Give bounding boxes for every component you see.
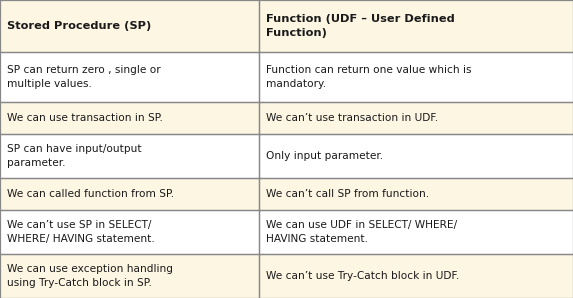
Bar [259, 0, 573, 52]
Bar [0, 52, 259, 102]
Text: We can use UDF in SELECT/ WHERE/
HAVING statement.: We can use UDF in SELECT/ WHERE/ HAVING … [266, 220, 457, 244]
Bar [259, 52, 573, 102]
Text: Only input parameter.: Only input parameter. [266, 151, 383, 161]
Text: We can’t use SP in SELECT/
WHERE/ HAVING statement.: We can’t use SP in SELECT/ WHERE/ HAVING… [7, 220, 155, 244]
Text: Function can return one value which is
mandatory.: Function can return one value which is m… [266, 65, 472, 89]
Text: We can’t use Try-Catch block in UDF.: We can’t use Try-Catch block in UDF. [266, 271, 459, 281]
Bar [259, 134, 573, 178]
Text: Stored Procedure (SP): Stored Procedure (SP) [7, 21, 151, 31]
Text: We can use exception handling
using Try-Catch block in SP.: We can use exception handling using Try-… [7, 264, 173, 288]
Bar [259, 210, 573, 254]
Bar [0, 0, 259, 52]
Bar [259, 102, 573, 134]
Text: SP can return zero , single or
multiple values.: SP can return zero , single or multiple … [7, 65, 160, 89]
Text: We can called function from SP.: We can called function from SP. [7, 189, 174, 199]
Bar [259, 254, 573, 298]
Text: We can use transaction in SP.: We can use transaction in SP. [7, 113, 163, 123]
Bar [0, 178, 259, 210]
Bar [259, 178, 573, 210]
Text: We can’t use transaction in UDF.: We can’t use transaction in UDF. [266, 113, 438, 123]
Bar [0, 134, 259, 178]
Text: Function (UDF – User Defined
Function): Function (UDF – User Defined Function) [266, 14, 455, 38]
Bar [0, 210, 259, 254]
Text: We can’t call SP from function.: We can’t call SP from function. [266, 189, 429, 199]
Bar [0, 254, 259, 298]
Text: SP can have input/output
parameter.: SP can have input/output parameter. [7, 144, 142, 168]
Bar [0, 102, 259, 134]
